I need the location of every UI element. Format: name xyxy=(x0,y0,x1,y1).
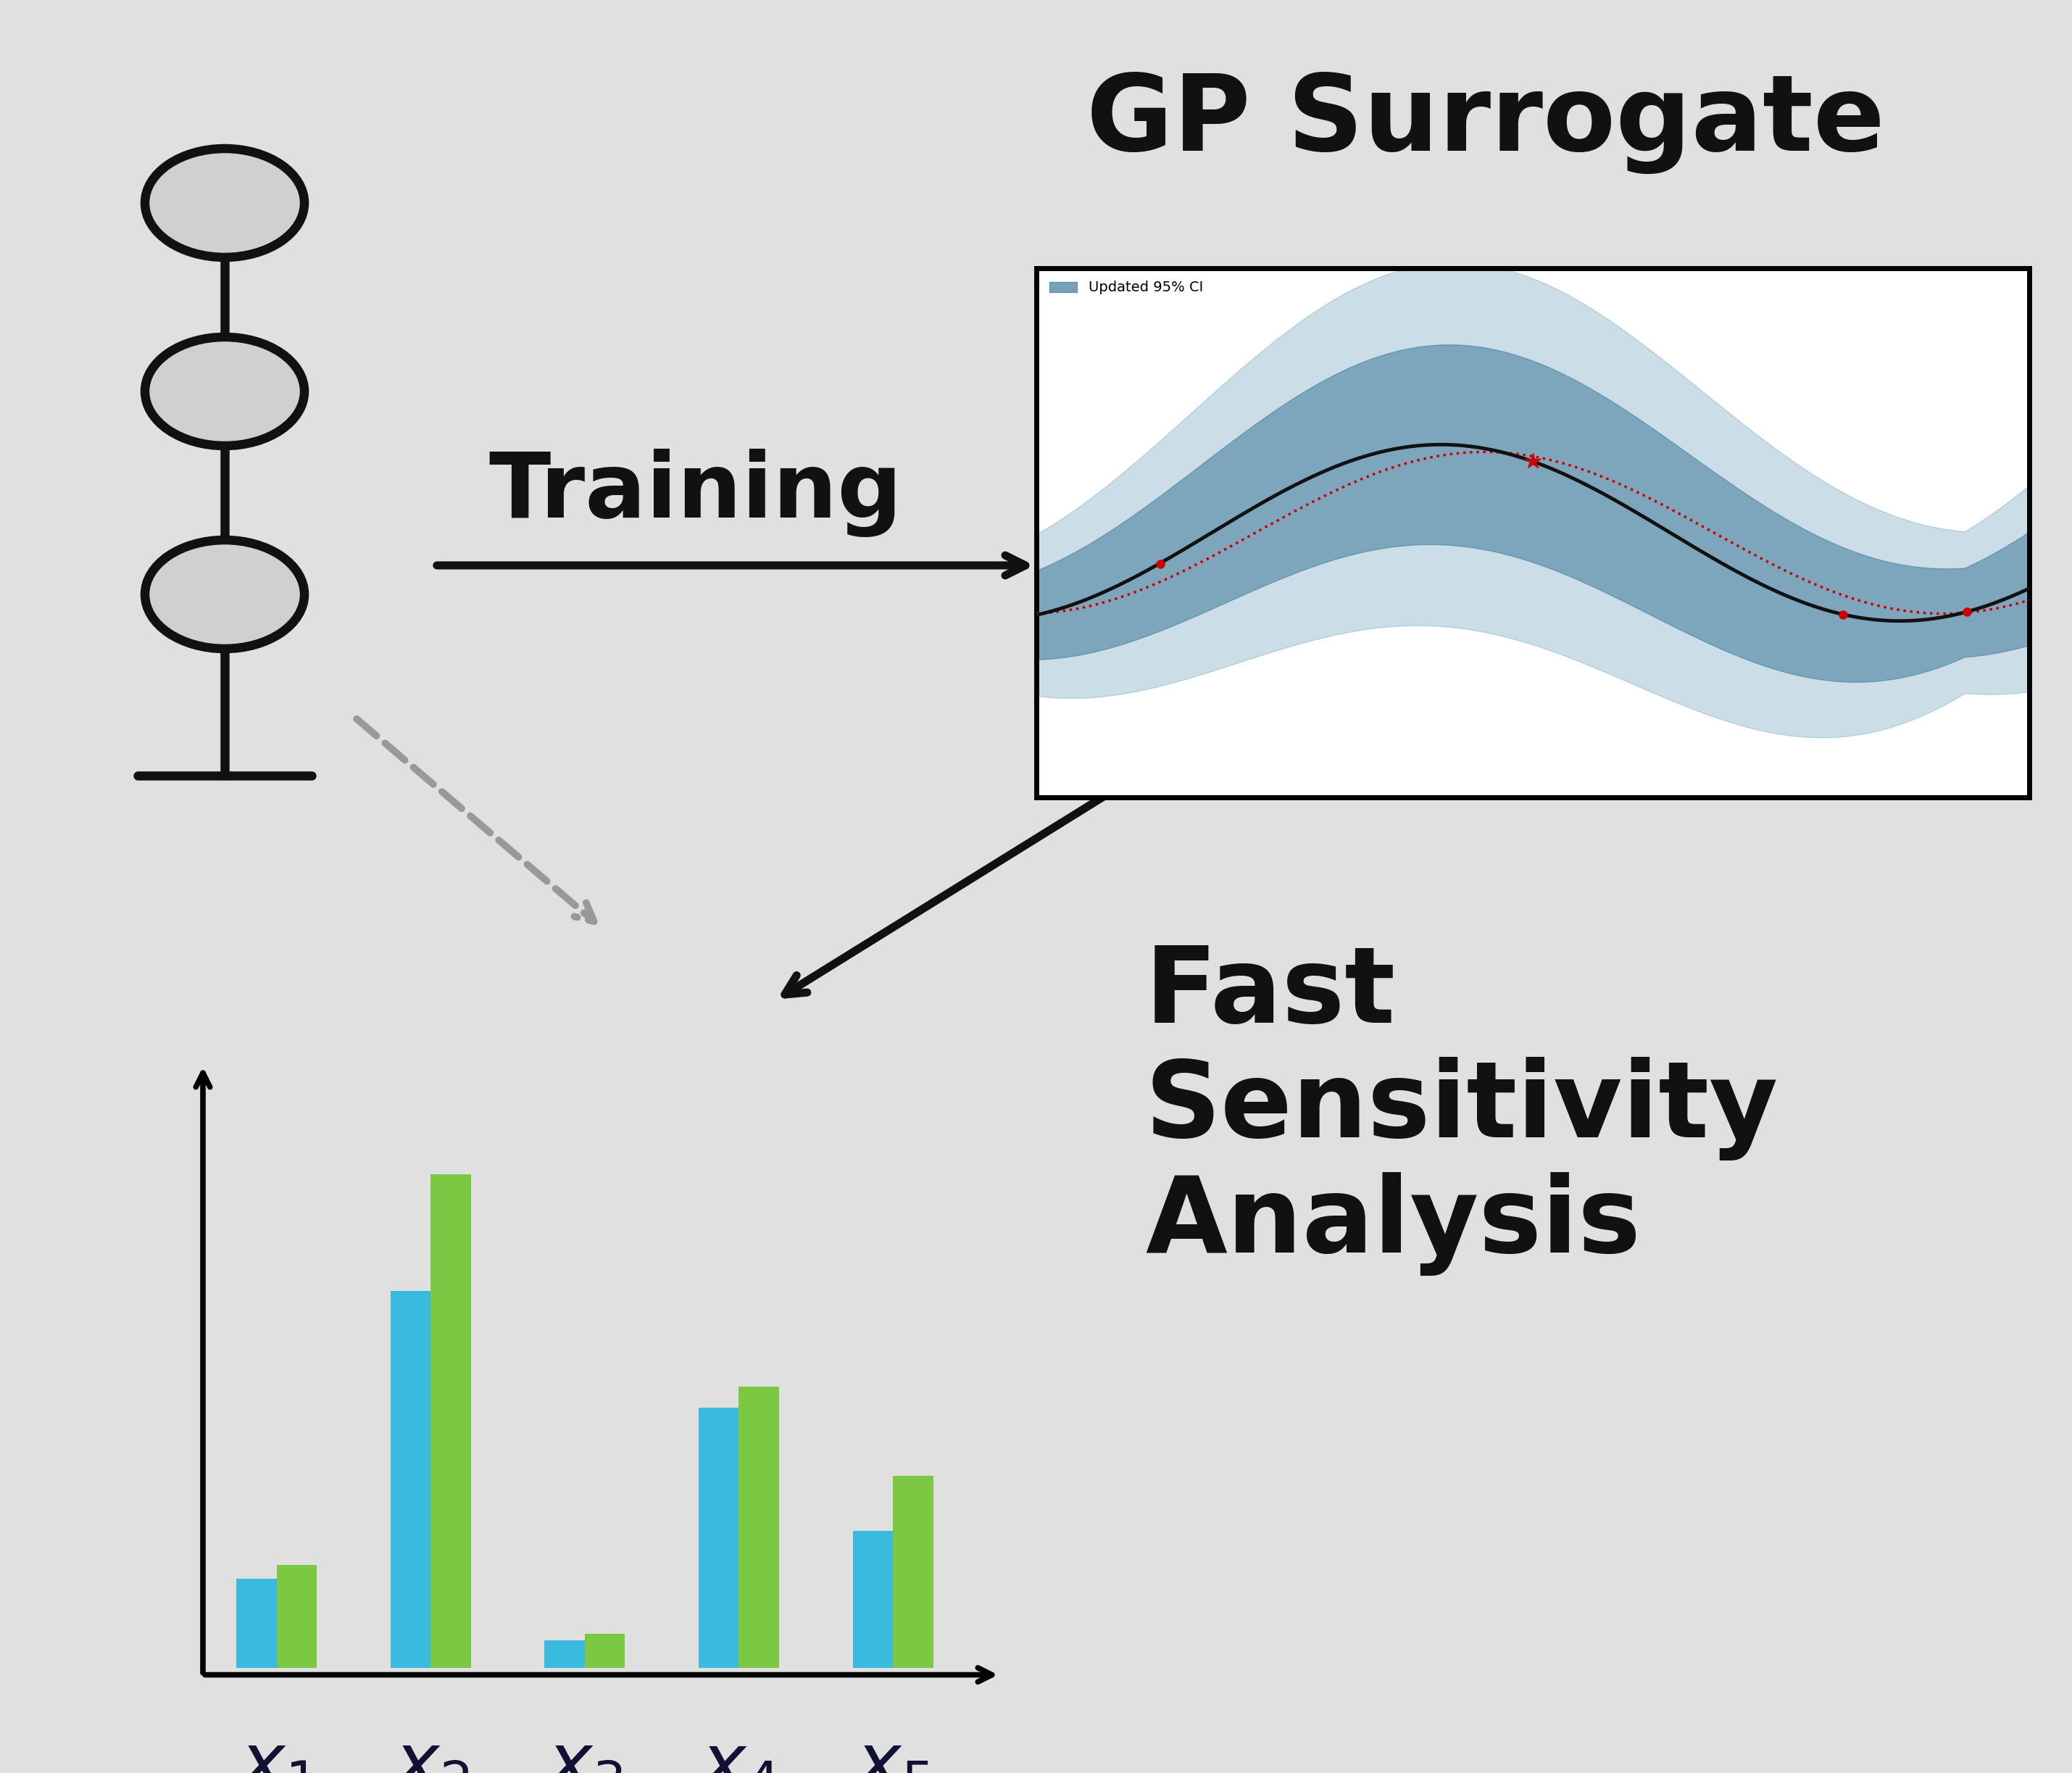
Text: $x_4$: $x_4$ xyxy=(700,1730,779,1773)
Bar xyxy=(698,1408,740,1668)
Ellipse shape xyxy=(145,541,305,649)
Ellipse shape xyxy=(145,149,305,257)
Legend: Updated 95% CI: Updated 95% CI xyxy=(1044,275,1208,300)
Bar xyxy=(893,1477,932,1668)
Bar xyxy=(740,1386,779,1668)
Text: Fast
Sensitivity
Analysis: Fast Sensitivity Analysis xyxy=(1146,941,1778,1277)
Text: GP Surrogate: GP Surrogate xyxy=(1086,73,1886,174)
Text: $x_5$: $x_5$ xyxy=(854,1730,932,1773)
Bar xyxy=(278,1566,317,1668)
Bar xyxy=(584,1633,626,1668)
Bar xyxy=(431,1174,470,1668)
Bar xyxy=(545,1640,584,1668)
Bar xyxy=(236,1578,278,1668)
Text: $x_2$: $x_2$ xyxy=(392,1730,468,1773)
Text: $x_1$: $x_1$ xyxy=(238,1730,315,1773)
Bar xyxy=(390,1291,431,1668)
Text: Training: Training xyxy=(489,449,903,537)
Text: $x_3$: $x_3$ xyxy=(547,1730,624,1773)
Ellipse shape xyxy=(145,337,305,445)
Bar xyxy=(854,1530,893,1668)
